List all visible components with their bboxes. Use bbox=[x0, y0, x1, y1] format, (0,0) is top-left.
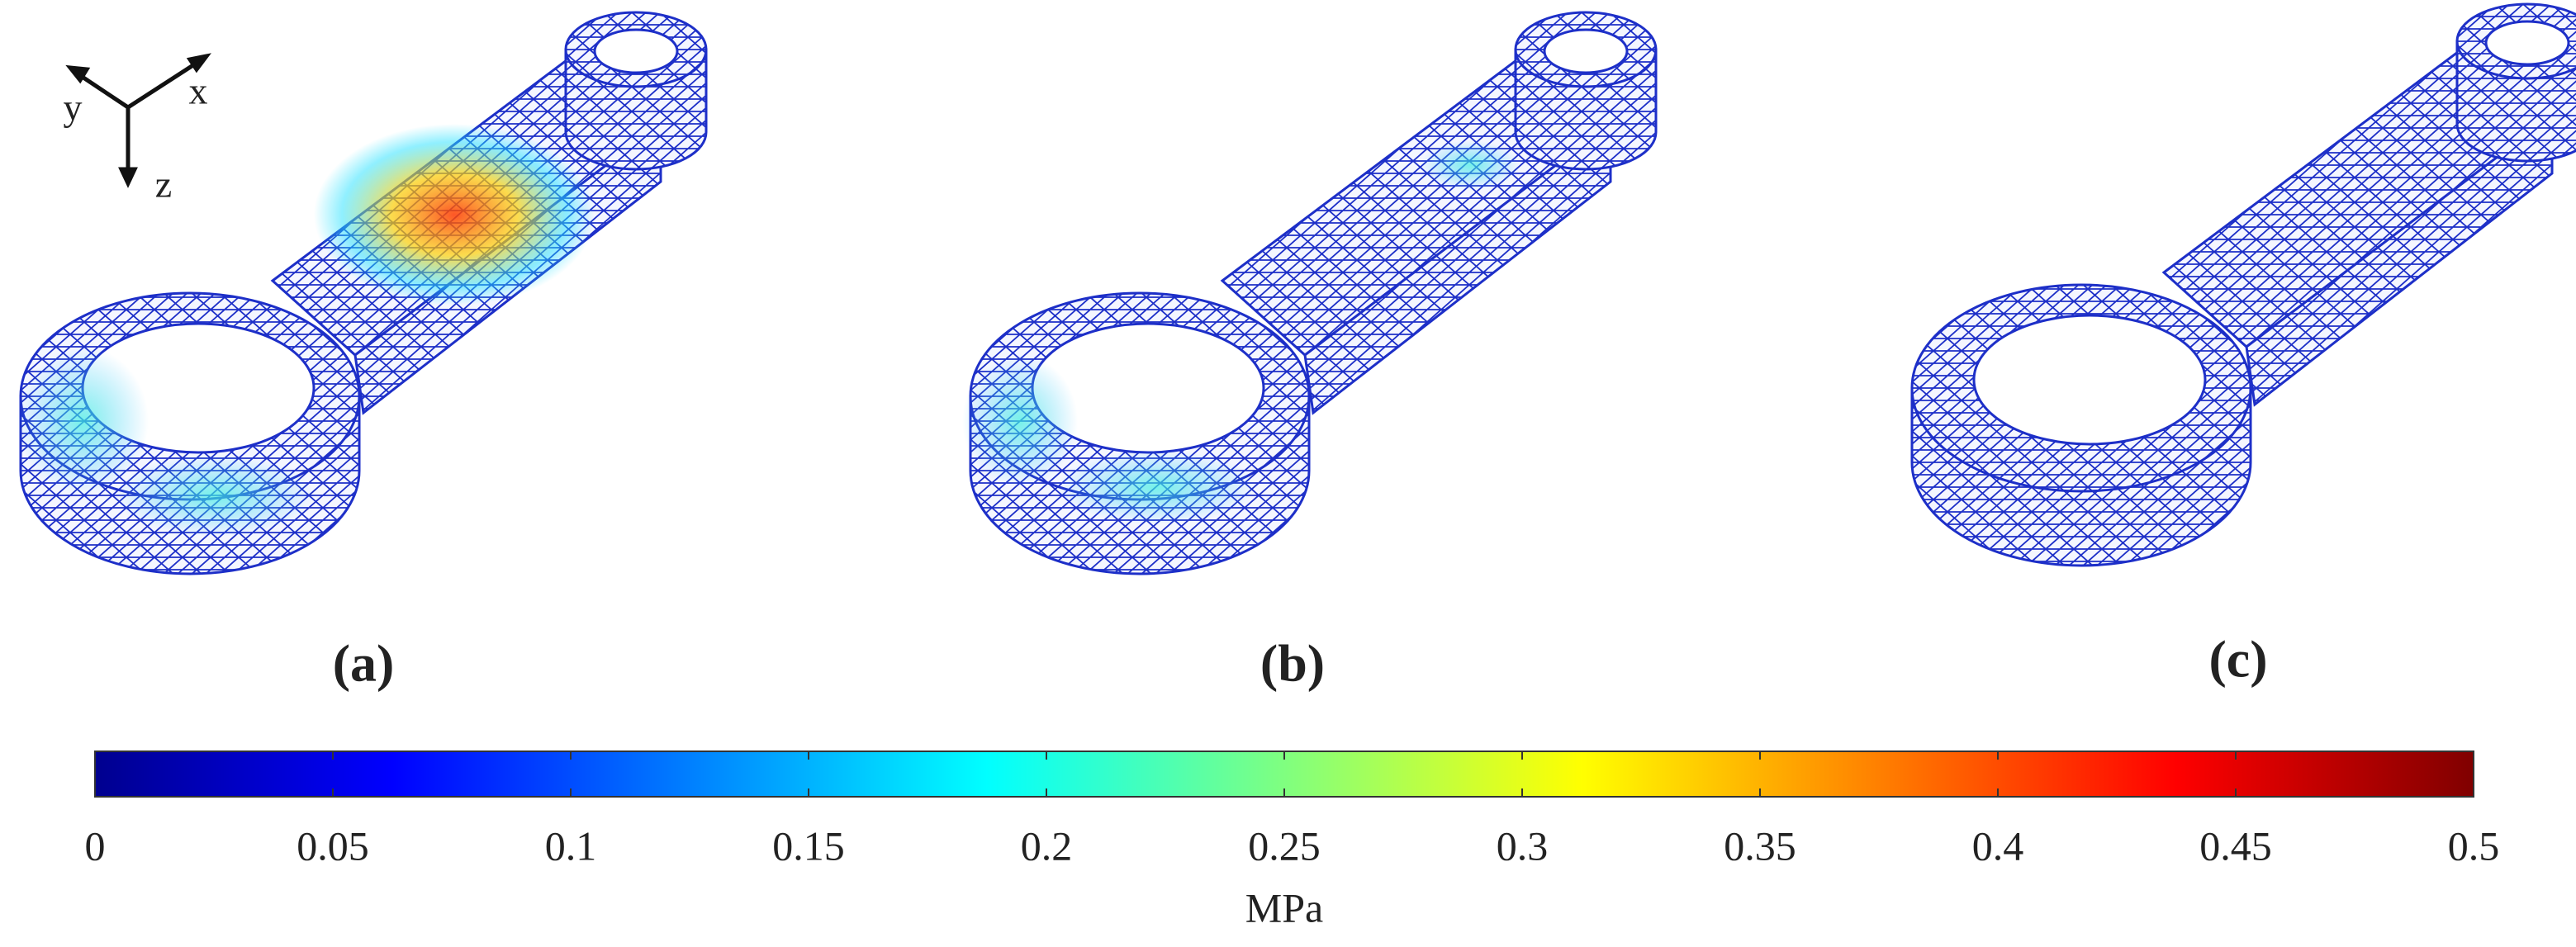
tick-label: 0.5 bbox=[2448, 822, 2500, 869]
tick-label: 0.3 bbox=[1497, 822, 1549, 869]
tick-label: 0.35 bbox=[1724, 822, 1796, 869]
panel-label: (c) bbox=[2208, 630, 2267, 689]
panel-label: (b) bbox=[1260, 634, 1325, 693]
axes-triad bbox=[65, 53, 211, 188]
colorbar-label: MPa bbox=[1245, 884, 1323, 930]
tick-label: 0.05 bbox=[297, 822, 369, 869]
axis-label: z bbox=[155, 163, 172, 206]
tick-label: 0.15 bbox=[772, 822, 845, 869]
axis-label: y bbox=[64, 87, 83, 129]
panel-c-mesh bbox=[1910, 2, 2576, 567]
tick-label: 0.2 bbox=[1021, 822, 1073, 869]
tick-label: 0 bbox=[85, 822, 106, 869]
tick-label: 0.4 bbox=[1972, 822, 2024, 869]
panel-label: (a) bbox=[333, 634, 395, 693]
panel-a-mesh bbox=[17, 11, 708, 575]
tick-label: 0.1 bbox=[545, 822, 597, 869]
axis-label: x bbox=[189, 70, 208, 112]
panel-b-mesh bbox=[962, 11, 1658, 575]
tick-label: 0.25 bbox=[1248, 822, 1321, 869]
tick-label: 0.45 bbox=[2199, 822, 2272, 869]
